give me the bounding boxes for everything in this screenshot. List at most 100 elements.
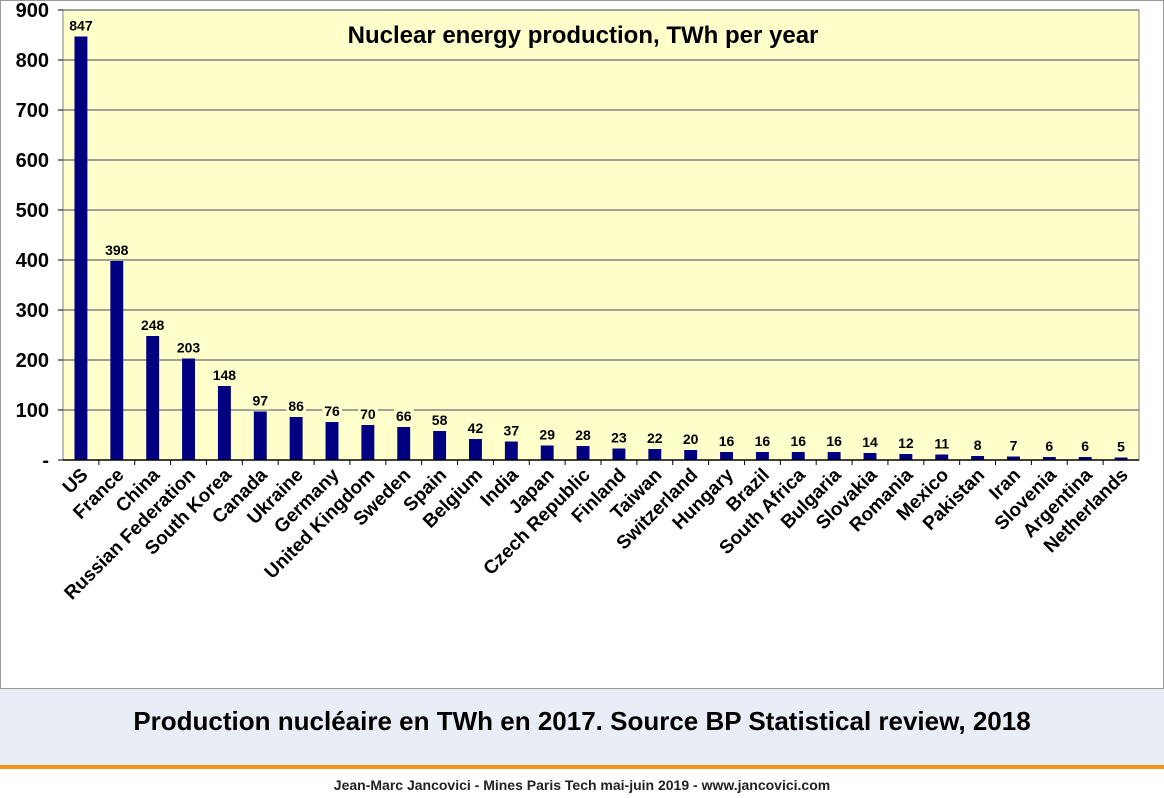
- data-label: 86: [288, 398, 304, 414]
- data-label-bg: [1079, 437, 1092, 455]
- figure-caption: Production nucléaire en TWh en 2017. Sou…: [133, 706, 1031, 736]
- data-label: 14: [862, 434, 878, 450]
- data-label: 76: [324, 403, 340, 419]
- y-axis-ticks: - 100 200 300 400 500 600 700 800 900: [16, 1, 63, 472]
- bar: [325, 422, 339, 460]
- gridlines: [63, 9, 1139, 411]
- data-label-bg: [680, 430, 701, 448]
- y-tick-label: 800: [16, 50, 49, 72]
- chart-title: Nuclear energy production, TWh per year: [348, 22, 819, 49]
- data-label: 37: [504, 423, 520, 439]
- bar: [433, 431, 447, 460]
- data-label-bg: [716, 432, 737, 450]
- data-label-bg: [103, 241, 131, 259]
- data-label-bg: [322, 402, 342, 420]
- y-tick-label: 200: [16, 350, 49, 372]
- bar: [469, 439, 482, 460]
- data-label: 66: [396, 408, 412, 424]
- data-label-bg: [429, 411, 450, 429]
- data-label-bg: [752, 432, 773, 450]
- data-label: 16: [719, 433, 735, 449]
- bar: [253, 411, 267, 460]
- data-label: 11: [934, 436, 949, 452]
- footer-band: Jean-Marc Jancovici - Mines Paris Tech m…: [0, 769, 1164, 798]
- bar: [361, 425, 375, 460]
- y-tick-label: 900: [16, 1, 49, 22]
- data-label-bg: [896, 434, 916, 452]
- data-label-bg: [645, 429, 665, 447]
- data-label: 20: [683, 431, 699, 447]
- data-label-bg: [465, 419, 486, 437]
- data-label: 22: [647, 430, 663, 446]
- bar: [899, 454, 913, 460]
- data-label: 398: [105, 242, 129, 258]
- data-label-bg: [250, 391, 271, 410]
- data-label: 16: [826, 433, 842, 449]
- y-tick-label: 300: [16, 300, 49, 322]
- bar: [827, 452, 841, 460]
- data-label-bg: [501, 421, 522, 440]
- data-label: 58: [432, 412, 448, 428]
- data-label-bg: [138, 316, 167, 334]
- data-label-bg: [824, 432, 845, 450]
- bar: [684, 450, 698, 460]
- data-label-bg: [860, 433, 880, 451]
- data-label-bg: [1043, 437, 1056, 455]
- data-label: 16: [790, 433, 806, 449]
- data-label-bg: [286, 397, 307, 415]
- data-label: 8: [974, 437, 982, 453]
- data-label: 203: [177, 340, 201, 356]
- y-tick-label: 600: [16, 150, 49, 172]
- bar: [755, 452, 769, 460]
- bar: [540, 445, 554, 460]
- y-tick-label: 700: [16, 100, 49, 122]
- bar: [1114, 457, 1128, 460]
- data-label: 12: [898, 435, 914, 451]
- bar: [612, 448, 626, 460]
- plot-area: [62, 9, 1140, 461]
- bar: [971, 456, 985, 460]
- bar: [397, 427, 411, 460]
- bar: [1078, 457, 1092, 460]
- data-label-bg: [788, 432, 809, 450]
- data-label: 23: [611, 430, 627, 446]
- data-label-bg: [210, 366, 239, 384]
- chart-frame: - 100 200 300 400 500 600 700 800 900 847 398 248 20…: [0, 0, 1164, 689]
- nuclear-production-bar-chart: - 100 200 300 400 500 600 700 800 900 847 398 248 20…: [16, 1, 1140, 604]
- data-label-bg: [537, 425, 558, 444]
- data-label-bg: [393, 407, 414, 425]
- data-label: 148: [213, 367, 237, 383]
- bar: [648, 449, 662, 460]
- data-label-bg: [1115, 437, 1128, 456]
- data-label: 847: [69, 18, 93, 34]
- data-label-bg: [932, 434, 952, 453]
- data-label: 29: [539, 427, 555, 443]
- bar: [1042, 457, 1056, 460]
- data-label: 70: [360, 406, 376, 422]
- data-label: 28: [575, 427, 591, 443]
- data-label-bg: [174, 338, 203, 357]
- data-label-bg: [609, 428, 629, 447]
- bar: [720, 452, 733, 460]
- bar: [935, 454, 949, 460]
- caption-band: Production nucléaire en TWh en 2017. Sou…: [0, 689, 1164, 765]
- y-tick-label: 100: [16, 400, 49, 422]
- bar: [289, 417, 303, 460]
- bar: [1007, 456, 1020, 460]
- bar: [146, 336, 160, 460]
- data-label-bg: [573, 426, 594, 444]
- accent-rule: [0, 765, 1164, 769]
- data-label: 7: [1010, 438, 1018, 454]
- bar: [791, 452, 805, 460]
- data-label-bg: [971, 436, 984, 454]
- data-label: 5: [1117, 439, 1125, 455]
- bar: [217, 386, 231, 460]
- bar: [863, 453, 877, 460]
- data-label: 248: [141, 317, 165, 333]
- bar: [576, 446, 590, 460]
- y-tick-label: 400: [16, 250, 49, 272]
- data-label: 42: [468, 420, 484, 436]
- data-label-bg: [358, 405, 378, 423]
